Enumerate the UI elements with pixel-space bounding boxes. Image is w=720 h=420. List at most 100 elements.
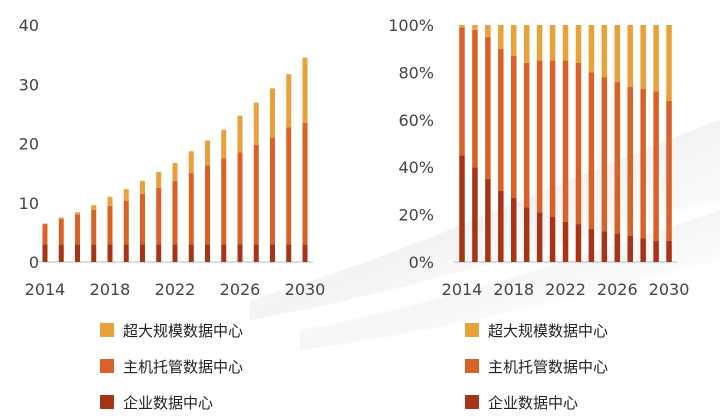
- bar-hyperscale-2023: [188, 151, 194, 174]
- legend-label-hyperscale: 超大规模数据中心: [123, 321, 244, 340]
- bar-colocation-2016: [75, 214, 80, 245]
- bar-enterprise-2024: [205, 244, 210, 262]
- bar-colocation-2015: [58, 218, 64, 245]
- bar-colocation-2022: [172, 180, 178, 245]
- bar-hyperscale-2020: [140, 180, 145, 194]
- bar-colocation-2016: [485, 36, 491, 180]
- bar-colocation-2025: [221, 158, 227, 245]
- bar-enterprise-2019: [523, 207, 530, 262]
- bar-enterprise-2015: [472, 167, 478, 262]
- legend-label-colocation: 主机托管数据中心: [488, 357, 609, 376]
- y-tick-label: 60%: [398, 111, 434, 130]
- bar-enterprise-2022: [562, 221, 569, 262]
- bar-colocation-2029: [286, 127, 292, 245]
- bar-colocation-2019: [123, 200, 129, 245]
- bar-colocation-2027: [253, 144, 259, 245]
- bar-hyperscale-2022: [172, 163, 178, 181]
- bar-colocation-2028: [640, 88, 646, 239]
- bar-colocation-2025: [601, 77, 608, 232]
- bar-enterprise-2021: [156, 244, 162, 262]
- legend-swatch-hyperscale: [465, 323, 479, 337]
- bar-hyperscale-2016: [75, 212, 80, 215]
- legend-item-hyperscale: 超大规模数据中心: [100, 312, 243, 348]
- bar-hyperscale-2027: [253, 102, 259, 145]
- bar-enterprise-2016: [485, 179, 491, 262]
- bar-colocation-2026: [614, 81, 621, 234]
- bar-hyperscale-2021: [549, 25, 556, 61]
- bar-hyperscale-2027: [627, 25, 633, 87]
- bar-colocation-2023: [188, 173, 194, 245]
- bar-enterprise-2015: [58, 244, 64, 262]
- bar-enterprise-2026: [614, 233, 621, 262]
- bar-colocation-2026: [237, 152, 243, 245]
- bar-enterprise-2027: [253, 244, 259, 262]
- bar-colocation-2023: [575, 62, 582, 225]
- bar-hyperscale-2025: [601, 25, 608, 78]
- bar-enterprise-2023: [575, 224, 582, 262]
- legend-swatch-enterprise: [465, 395, 479, 409]
- x-tick-label: 2018: [90, 280, 131, 299]
- bar-colocation-2029: [653, 91, 659, 241]
- bar-enterprise-2030: [666, 240, 672, 262]
- bar-hyperscale-2030: [302, 57, 308, 123]
- bar-enterprise-2021: [549, 216, 556, 262]
- y-tick-label: 40: [19, 16, 39, 35]
- bar-hyperscale-2019: [523, 25, 530, 63]
- bar-colocation-2021: [156, 187, 162, 245]
- y-tick-label: 80%: [398, 63, 434, 82]
- bar-enterprise-2029: [286, 244, 292, 262]
- bar-colocation-2019: [523, 62, 530, 208]
- bar-enterprise-2027: [627, 235, 633, 262]
- legend-item-colocation: 主机托管数据中心: [465, 348, 608, 384]
- bar-colocation-2022: [562, 60, 569, 222]
- y-tick-label: 20: [19, 135, 39, 154]
- legend-swatch-hyperscale: [100, 323, 114, 337]
- x-tick-label: 2030: [285, 280, 326, 299]
- y-tick-label: 10: [19, 194, 39, 213]
- x-tick-label: 2018: [493, 280, 534, 299]
- legend-swatch-colocation: [465, 359, 479, 373]
- legend-label-enterprise: 企业数据中心: [123, 393, 214, 412]
- legend-left: 超大规模数据中心 主机托管数据中心 企业数据中心: [100, 312, 243, 420]
- y-tick-label: 20%: [398, 206, 434, 225]
- bar-colocation-2030: [302, 122, 308, 245]
- bar-enterprise-2022: [172, 244, 178, 262]
- bar-enterprise-2019: [123, 244, 129, 262]
- bar-enterprise-2017: [91, 244, 97, 262]
- bar-enterprise-2020: [536, 212, 543, 262]
- bar-colocation-2018: [107, 205, 113, 245]
- legend-label-enterprise: 企业数据中心: [488, 393, 579, 412]
- bar-hyperscale-2026: [237, 115, 243, 153]
- bar-enterprise-2018: [511, 198, 517, 262]
- right-chart-percent: 0% 20% 40% 60% 80% 100% 2014 2018 2022 2026 2030: [388, 16, 689, 299]
- bar-colocation-2015: [472, 29, 478, 168]
- bar-colocation-2028: [270, 137, 275, 245]
- bar-hyperscale-2028: [270, 88, 275, 138]
- bar-enterprise-2026: [237, 244, 243, 262]
- bar-hyperscale-2028: [640, 25, 646, 89]
- bar-hyperscale-2030: [666, 25, 672, 101]
- x-tick-label: 2026: [597, 280, 638, 299]
- bar-hyperscale-2017: [91, 205, 97, 210]
- bar-colocation-2020: [536, 60, 543, 213]
- bar-colocation-2024: [588, 72, 595, 229]
- bar-enterprise-2025: [221, 244, 227, 262]
- bar-enterprise-2028: [640, 238, 646, 262]
- bar-enterprise-2024: [588, 228, 595, 262]
- legend-item-colocation: 主机托管数据中心: [100, 348, 243, 384]
- bar-hyperscale-2014: [459, 25, 465, 28]
- x-tick-label: 2026: [220, 280, 261, 299]
- bar-hyperscale-2024: [205, 140, 210, 166]
- bar-hyperscale-2015: [472, 25, 478, 30]
- bar-enterprise-2030: [302, 244, 308, 262]
- bar-enterprise-2029: [653, 240, 659, 262]
- bar-colocation-2014: [42, 224, 48, 245]
- bar-hyperscale-2015: [58, 217, 64, 219]
- bar-hyperscale-2018: [511, 25, 517, 56]
- x-tick-label: 2022: [155, 280, 196, 299]
- bar-enterprise-2025: [601, 231, 608, 262]
- bar-colocation-2024: [205, 165, 210, 245]
- bar-hyperscale-2029: [653, 25, 659, 92]
